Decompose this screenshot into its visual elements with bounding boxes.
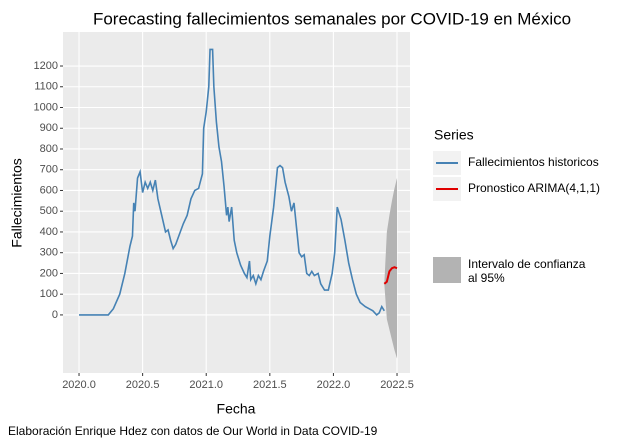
x-tick-label: 2020.5 <box>126 379 160 391</box>
legend-title: Series <box>434 127 474 143</box>
y-tick-label: 0 <box>52 309 58 321</box>
legend-label: al 95% <box>468 271 505 285</box>
y-tick-label: 1200 <box>34 60 58 72</box>
caption: Elaboración Enrique Hdez con datos de Ou… <box>8 424 378 438</box>
series-line <box>79 48 385 317</box>
plot-panel <box>63 32 410 373</box>
y-tick-label: 1000 <box>34 101 58 113</box>
y-tick-label: 100 <box>40 288 58 300</box>
x-tick-label: 2022.0 <box>317 379 351 391</box>
x-tick-label: 2021.5 <box>253 379 287 391</box>
series-line <box>383 266 398 285</box>
chart-title: Forecasting fallecimientos semanales por… <box>93 9 571 28</box>
x-tick-label: 2020.0 <box>62 379 96 391</box>
legend-swatch <box>433 257 461 283</box>
x-tick-label: 2021.0 <box>189 379 223 391</box>
x-axis-title: Fecha <box>217 401 256 417</box>
legend-label: Fallecimientos historicos <box>468 155 599 169</box>
panel-background <box>63 32 410 373</box>
y-axis-title: Fallecimientos <box>9 158 25 247</box>
y-tick-label: 200 <box>40 267 58 279</box>
y-tick-label: 1100 <box>34 81 58 93</box>
y-tick-label: 300 <box>40 247 58 259</box>
x-tick-label: 2022.5 <box>380 379 414 391</box>
y-tick-label: 800 <box>40 143 58 155</box>
legend-label: Pronostico ARIMA(4,1,1) <box>468 181 600 195</box>
legend-label: Intervalo de confianza <box>468 257 586 271</box>
y-tick-label: 700 <box>40 164 58 176</box>
y-tick-label: 400 <box>40 226 58 238</box>
y-tick-label: 900 <box>40 122 58 134</box>
y-tick-label: 500 <box>40 205 58 217</box>
y-tick-label: 600 <box>40 184 58 196</box>
